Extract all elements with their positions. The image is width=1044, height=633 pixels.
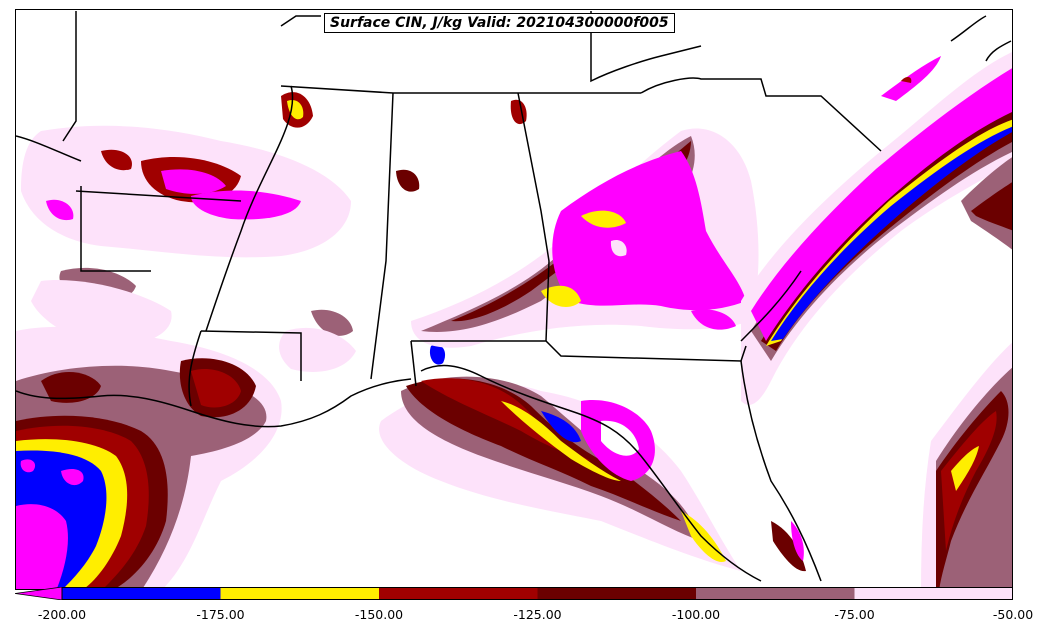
- gulf-north-cin: [379, 344, 741, 571]
- colorbar-bin: [62, 587, 221, 600]
- boundaries: [16, 11, 1012, 582]
- colorbar-bin: [854, 587, 1013, 600]
- colorbar-bin: [220, 587, 379, 600]
- colorbar-tick-label: -175.00: [196, 607, 245, 622]
- colorbar-bin: [379, 587, 538, 600]
- atlantic-band-cin: [741, 52, 1012, 405]
- map-title: Surface CIN, J/kg Valid: 202104300000f00…: [324, 13, 675, 33]
- colorbar-tick-label: -200.00: [37, 607, 87, 622]
- colorbar-extend-triangle: [15, 587, 63, 600]
- map-panel: [15, 9, 1013, 590]
- atlantic-east-cin: [921, 157, 1012, 589]
- colorbar-tick-label: -125.00: [513, 607, 562, 622]
- colorbar-outline: [61, 587, 1013, 600]
- colorbar: [15, 587, 1013, 600]
- colorbar-tick-label: -100.00: [671, 607, 721, 622]
- colorbar-tick-label: -75.00: [834, 607, 875, 622]
- inland-cin-patches: [21, 92, 804, 561]
- gulf-west-cin: [16, 326, 282, 589]
- colorbar-tick-label: -150.00: [354, 607, 404, 622]
- colorbar-bin: [696, 587, 855, 600]
- cin-map: [16, 11, 1012, 589]
- colorbar-tick-label: -50.00: [992, 607, 1034, 622]
- georgia-band-cin: [411, 128, 759, 348]
- colorbar-bin: [537, 587, 696, 600]
